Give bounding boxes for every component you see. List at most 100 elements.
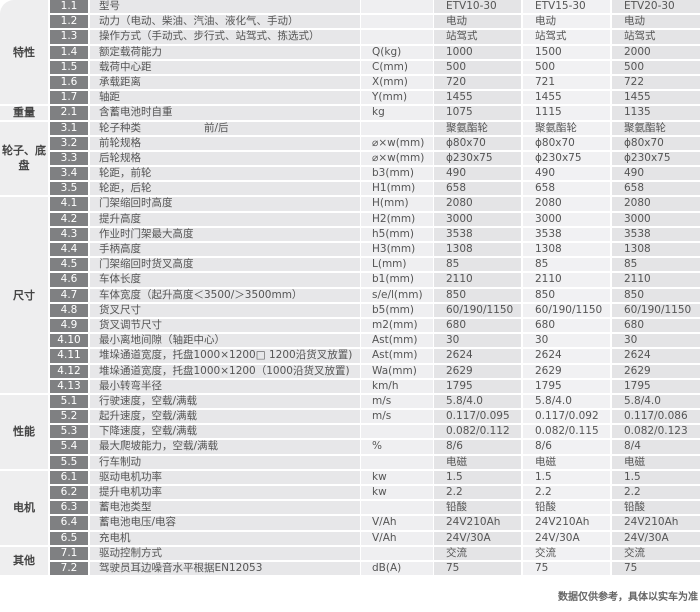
value-etv20-30: 850 [612, 288, 700, 304]
value-etv20-30: 铅酸 [612, 501, 700, 517]
value-etv20-30: 30 [612, 334, 700, 350]
row-description: 蓄电池电压/电容 [90, 516, 360, 532]
value-etv10-30: ϕ80x70 [434, 136, 521, 152]
value-etv15-30: ϕ80x70 [523, 136, 610, 152]
value-etv15-30: 2.2 [523, 486, 610, 502]
value-etv20-30: 1308 [612, 243, 700, 259]
row-number: 6.4 [50, 516, 88, 532]
row-description: 承载距离 [90, 75, 360, 92]
row-unit [361, 501, 433, 517]
value-etv15-30: 85 [523, 258, 610, 274]
category-label: 特性 [0, 0, 48, 107]
row-unit [361, 546, 433, 562]
category-label: 性能 [0, 394, 48, 471]
row-description: 动力（电动、柴油、汽油、液化气、手动） [90, 15, 360, 31]
value-etv20-30: 500 [612, 60, 700, 76]
row-unit: H(mm) [361, 197, 433, 213]
row-unit: Ast(mm) [361, 334, 433, 350]
value-etv20-30: 2629 [612, 364, 700, 380]
row-number: 1.7 [50, 91, 88, 107]
value-etv20-30: 0.117/0.086 [612, 410, 700, 426]
row-description: 蓄电池类型 [90, 501, 360, 517]
row-unit [361, 455, 433, 471]
row-description: 最小转弯半径 [90, 379, 360, 395]
value-etv10-30: 5.8/4.0 [434, 394, 521, 411]
row-description: 轮距，前轮 [90, 167, 360, 183]
row-unit: Wa(mm) [361, 364, 433, 380]
value-etv10-30: 490 [434, 167, 521, 183]
row-number: 5.3 [50, 425, 88, 441]
row-unit [361, 121, 433, 137]
row-description: 轴距 [90, 91, 360, 107]
value-etv20-30: ϕ230x75 [612, 151, 700, 168]
value-etv15-30: 490 [523, 167, 610, 183]
row-number: 4.1 [50, 197, 88, 213]
value-etv10-30: 0.117/0.095 [434, 410, 521, 426]
value-etv15-30: 721 [523, 75, 610, 92]
value-etv20-30: 75 [612, 561, 700, 578]
row-number: 5.4 [50, 440, 88, 456]
row-number: 4.11 [50, 349, 88, 365]
row-number: 4.2 [50, 212, 88, 228]
category-label: 其他 [0, 546, 48, 578]
value-etv10-30: 658 [434, 182, 521, 198]
row-description: 车体长度 [90, 273, 360, 289]
value-etv10-30: 0.082/0.112 [434, 425, 521, 441]
row-unit: s/e/l(mm) [361, 288, 433, 304]
row-description: 堆垛通道宽度，托盘1000×1200（1000沿货叉放置) [90, 364, 360, 380]
value-etv20-30: 1.5 [612, 470, 700, 486]
row-unit [361, 425, 433, 441]
value-etv15-30: 850 [523, 288, 610, 304]
value-etv20-30: 680 [612, 318, 700, 335]
row-unit: ⌀×w(mm) [361, 151, 433, 168]
value-etv15-30: 电磁 [523, 455, 610, 471]
value-etv15-30: 站驾式 [523, 30, 610, 46]
value-etv15-30: 2629 [523, 364, 610, 380]
row-unit: kw [361, 470, 433, 486]
row-unit: b5(mm) [361, 303, 433, 319]
value-etv10-30: 3538 [434, 227, 521, 243]
value-etv20-30: 电磁 [612, 455, 700, 471]
value-etv20-30: 60/190/1150 [612, 303, 700, 319]
row-unit: % [361, 440, 433, 456]
value-etv15-30: 60/190/1150 [523, 303, 610, 319]
value-etv20-30: 24V210Ah [612, 516, 700, 532]
value-etv10-30: 1000 [434, 45, 521, 61]
row-unit: X(mm) [361, 75, 433, 92]
row-number: 1.2 [50, 15, 88, 31]
row-number: 6.5 [50, 531, 88, 547]
row-description: 行车制动 [90, 455, 360, 471]
row-unit: m/s [361, 410, 433, 426]
value-etv15-30: 1308 [523, 243, 610, 259]
value-etv15-30: 24V210Ah [523, 516, 610, 532]
row-description: 门架缩回时高度 [90, 197, 360, 213]
value-etv20-30: ETV20-30 [612, 0, 700, 16]
value-etv10-30: ϕ230x75 [434, 151, 521, 168]
row-description: 最大爬坡能力，空载/满载 [90, 440, 360, 456]
row-number: 1.5 [50, 60, 88, 76]
row-description: 货叉调节尺寸 [90, 318, 360, 335]
row-description: 驱动控制方式 [90, 546, 360, 562]
value-etv10-30: 680 [434, 318, 521, 335]
row-number: 3.4 [50, 167, 88, 183]
value-etv20-30: 24V/30A [612, 531, 700, 547]
value-etv20-30: 0.082/0.123 [612, 425, 700, 441]
row-description: 作业时门架最大高度 [90, 227, 360, 243]
value-etv20-30: 5.8/4.0 [612, 394, 700, 411]
row-description: 门架缩回时货叉高度 [90, 258, 360, 274]
category-label: 重量 [0, 106, 48, 122]
row-unit: V/Ah [361, 531, 433, 547]
value-etv20-30: 8/4 [612, 440, 700, 456]
row-description: 提升高度 [90, 212, 360, 228]
value-etv15-30: 1.5 [523, 470, 610, 486]
row-number: 4.4 [50, 243, 88, 259]
row-description: 最小离地间隙（轴距中心） [90, 334, 360, 350]
value-etv15-30: 1455 [523, 91, 610, 107]
row-unit: H1(mm) [361, 182, 433, 198]
row-number: 2.1 [50, 106, 88, 122]
row-unit: V/Ah [361, 516, 433, 532]
value-etv20-30: 站驾式 [612, 30, 700, 46]
row-unit: h5(mm) [361, 227, 433, 243]
value-etv10-30: 1455 [434, 91, 521, 107]
value-etv15-30: 658 [523, 182, 610, 198]
